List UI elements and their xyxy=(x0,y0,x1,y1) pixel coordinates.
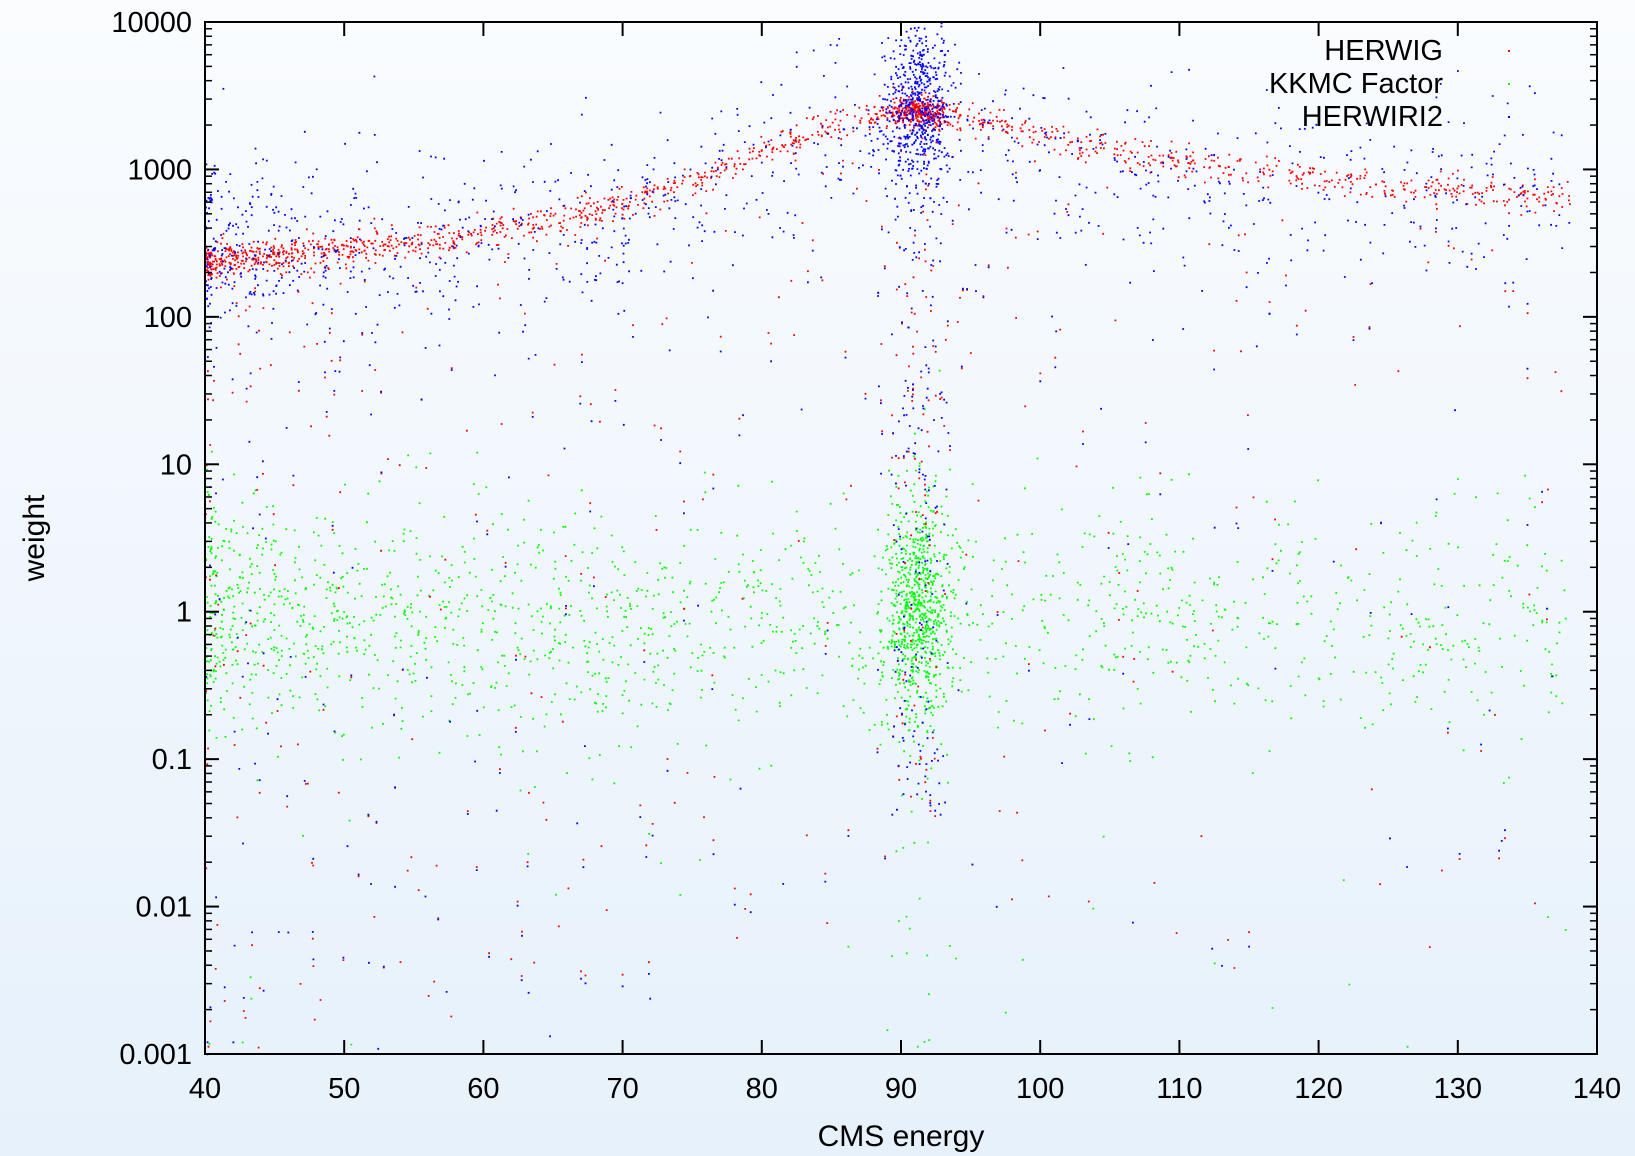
x-tick-label: 110 xyxy=(1156,1073,1202,1105)
series-kkmc-factor xyxy=(205,369,1567,1048)
y-tick-label: 0.01 xyxy=(136,892,192,924)
legend-marker xyxy=(1508,83,1510,85)
x-tick-label: 130 xyxy=(1434,1073,1482,1105)
series-points xyxy=(205,369,1567,1048)
series-points xyxy=(205,86,1571,1049)
x-tick-label: 40 xyxy=(189,1073,221,1105)
x-axis-title: CMS energy xyxy=(818,1120,985,1153)
y-axis-title: weight xyxy=(18,494,51,582)
y-tick-label: 1000 xyxy=(127,154,192,186)
data-points xyxy=(205,22,1571,1056)
legend-marker xyxy=(1508,50,1510,52)
series-herwig xyxy=(205,86,1571,1049)
y-tick-label: 0.1 xyxy=(152,744,192,776)
legend-label: KKMC Factor xyxy=(1269,68,1443,100)
x-tick-label: 140 xyxy=(1573,1073,1621,1105)
series-herwiri2 xyxy=(205,22,1571,1056)
x-tick-label: 60 xyxy=(467,1073,499,1105)
x-tick-label: 80 xyxy=(746,1073,778,1105)
axis-ticks: 40 50 60 70 80 90 100 110 120 130 1400.0010.010.11… xyxy=(111,7,1621,1105)
y-tick-label: 10 xyxy=(160,449,192,481)
y-tick-label: 100 xyxy=(144,302,192,334)
x-tick-label: 90 xyxy=(885,1073,917,1105)
series-points xyxy=(205,22,1571,1056)
y-tick-label: 1 xyxy=(176,597,192,629)
legend-label: HERWIRI2 xyxy=(1302,101,1443,133)
y-tick-label: 10000 xyxy=(111,7,192,39)
x-tick-label: 70 xyxy=(606,1073,638,1105)
x-tick-label: 100 xyxy=(1016,1073,1064,1105)
y-tick-label: 0.001 xyxy=(119,1039,192,1071)
plot-frame xyxy=(204,21,1598,1055)
legend-marker xyxy=(1508,116,1510,118)
x-tick-label: 120 xyxy=(1294,1073,1342,1105)
legend-label: HERWIG xyxy=(1324,35,1443,67)
x-tick-label: 50 xyxy=(328,1073,360,1105)
